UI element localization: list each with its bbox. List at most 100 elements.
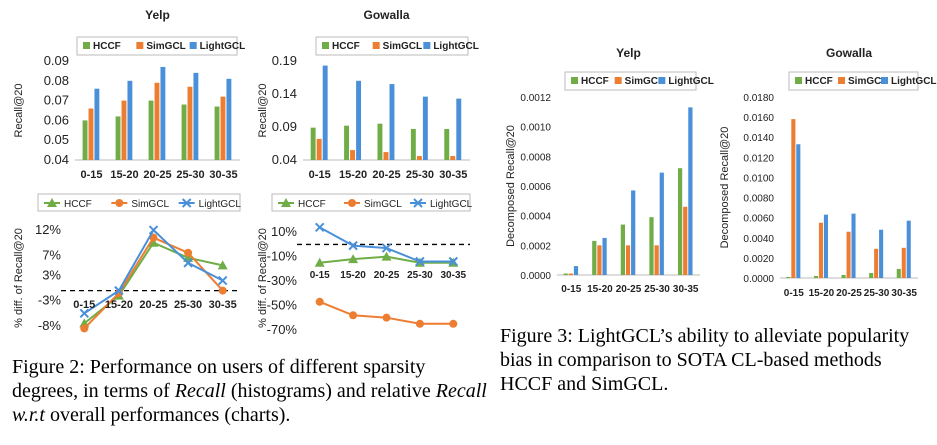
chart-title: Yelp <box>145 8 170 22</box>
point-marker <box>348 240 358 251</box>
point-marker <box>314 257 325 267</box>
x-tick-label: 30-35 <box>439 169 467 181</box>
chart-title: Gowalla <box>826 46 872 60</box>
bar <box>659 172 664 275</box>
bar <box>350 150 356 160</box>
y-axis-label: Recall@20 <box>13 84 25 138</box>
bar <box>214 106 220 160</box>
bar <box>456 98 462 160</box>
y-tick-label: -8% <box>38 318 62 333</box>
y-tick-label: 0.0010 <box>520 123 551 134</box>
y-axis-label: % diff. of Recall@20 <box>257 228 269 328</box>
y-tick-label: 0.0120 <box>743 153 774 164</box>
x-tick-label: 0-15 <box>561 284 581 295</box>
y-tick-label: 0.0180 <box>743 93 774 104</box>
x-tick-label: 15-20 <box>587 284 613 295</box>
bar <box>356 80 362 160</box>
legend-swatch <box>838 77 845 84</box>
x-tick-label: 30-35 <box>209 169 237 181</box>
series-line <box>83 241 223 325</box>
figure-2-text-c: overall performances (charts). <box>44 404 291 426</box>
point-marker <box>281 198 291 207</box>
legend-label: SimGCL <box>383 41 422 52</box>
bar <box>322 65 328 160</box>
figure-3-caption: Figure 3: LightGCL’s ability to alleviat… <box>500 324 930 396</box>
bar <box>677 168 683 275</box>
bar <box>121 100 127 160</box>
x-tick-label: 20-25 <box>836 288 862 299</box>
bar <box>154 82 160 160</box>
bar <box>115 116 121 160</box>
bar <box>879 229 884 278</box>
legend-swatch <box>423 42 431 49</box>
x-tick-label: 20-25 <box>372 169 400 181</box>
x-tick-label: 25-30 <box>644 284 670 295</box>
legend-label: HCCF <box>581 76 609 87</box>
y-tick-label: -10% <box>267 249 298 264</box>
bar <box>683 206 688 275</box>
bar <box>841 274 846 278</box>
x-tick-label: 15-20 <box>339 169 367 181</box>
legend-label: SimGCL <box>625 76 664 87</box>
y-tick-label: 0.09 <box>272 119 297 134</box>
bar <box>813 275 819 278</box>
bar <box>444 128 450 160</box>
bar <box>791 119 796 278</box>
x-tick-label: 20-25 <box>616 284 642 295</box>
bar <box>563 273 568 275</box>
legend-label: SimGCL <box>131 199 169 210</box>
bar <box>310 127 316 160</box>
legend-swatch <box>189 42 197 49</box>
x-tick-label: 25-30 <box>864 288 890 299</box>
y-tick-label: 0.0020 <box>743 254 774 265</box>
legend-label: HCCF <box>298 199 326 210</box>
legend-label: HCCF <box>93 41 121 52</box>
point-marker <box>47 198 57 207</box>
point-marker <box>415 319 424 328</box>
y-tick-label: 0.0160 <box>743 113 774 124</box>
bar <box>226 78 232 160</box>
bar <box>786 276 791 278</box>
figure-3-label: Figure 3: <box>500 325 573 347</box>
bar <box>573 266 579 275</box>
legend-swatch <box>83 42 90 49</box>
legend-box <box>564 71 697 91</box>
bar <box>410 128 416 160</box>
chart-title: Yelp <box>616 46 641 60</box>
y-tick-label: 0.0000 <box>520 271 551 282</box>
legend-label: LightGCL <box>668 76 714 87</box>
x-tick-label: 20-25 <box>143 169 171 181</box>
bar <box>127 80 133 160</box>
y-axis-label: Recall@20 <box>257 84 269 138</box>
point-marker <box>184 248 193 257</box>
point-marker <box>149 233 158 242</box>
bar <box>654 245 659 275</box>
chart-title: Gowalla <box>363 8 409 22</box>
point-marker <box>148 237 159 247</box>
point-marker <box>348 199 356 207</box>
y-tick-label: -50% <box>267 297 298 312</box>
bar <box>148 100 154 160</box>
bar <box>187 86 193 160</box>
legend-box <box>271 193 471 212</box>
y-tick-label: 0.04 <box>44 152 69 167</box>
y-tick-label: -30% <box>267 273 298 288</box>
point-marker <box>349 311 358 320</box>
bar <box>422 96 428 160</box>
y-tick-label: 0.14 <box>272 86 297 101</box>
bar <box>869 272 874 278</box>
x-tick-label: 25-30 <box>176 169 204 181</box>
legend-label: LightGCL <box>200 41 246 52</box>
bar <box>620 224 625 275</box>
point-marker <box>448 256 459 267</box>
figure-2-text-a: Performance on users of different sparsi… <box>12 356 426 402</box>
point-marker <box>183 258 193 268</box>
x-tick-label: 30-35 <box>673 284 699 295</box>
point-marker <box>449 319 458 328</box>
legend-box <box>788 71 919 91</box>
point-marker <box>217 260 228 270</box>
figure-3-text: LightGCL’s ability to alleviate populari… <box>500 325 910 395</box>
legend-swatch <box>795 77 802 84</box>
legend-swatch <box>881 77 888 84</box>
y-tick-label: 10% <box>271 224 297 239</box>
